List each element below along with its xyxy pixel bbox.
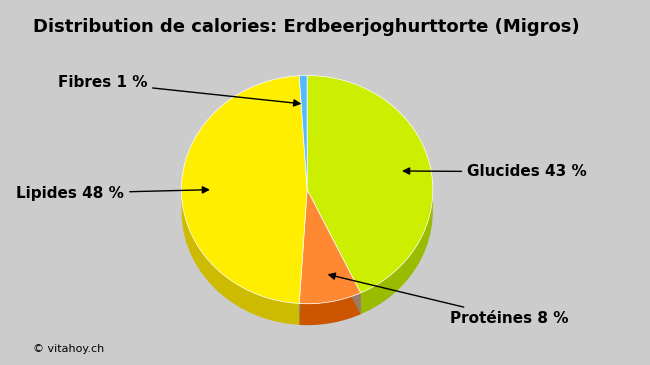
Polygon shape <box>181 76 307 304</box>
Text: Distribution de calories: Erdbeerjoghurttorte (Migros): Distribution de calories: Erdbeerjoghurt… <box>32 19 579 36</box>
Polygon shape <box>307 76 433 293</box>
Polygon shape <box>299 76 307 190</box>
Polygon shape <box>299 190 307 325</box>
Text: Fibres 1 %: Fibres 1 % <box>58 75 300 106</box>
Polygon shape <box>307 190 361 314</box>
Polygon shape <box>299 190 307 325</box>
Polygon shape <box>181 196 299 325</box>
Text: Protéines 8 %: Protéines 8 % <box>329 273 569 326</box>
Text: Glucides 43 %: Glucides 43 % <box>404 164 587 179</box>
Polygon shape <box>307 190 361 314</box>
Text: © vitahoy.ch: © vitahoy.ch <box>32 344 104 354</box>
Polygon shape <box>299 190 361 304</box>
Polygon shape <box>299 293 361 325</box>
Polygon shape <box>361 191 433 314</box>
Text: Lipides 48 %: Lipides 48 % <box>16 186 209 201</box>
